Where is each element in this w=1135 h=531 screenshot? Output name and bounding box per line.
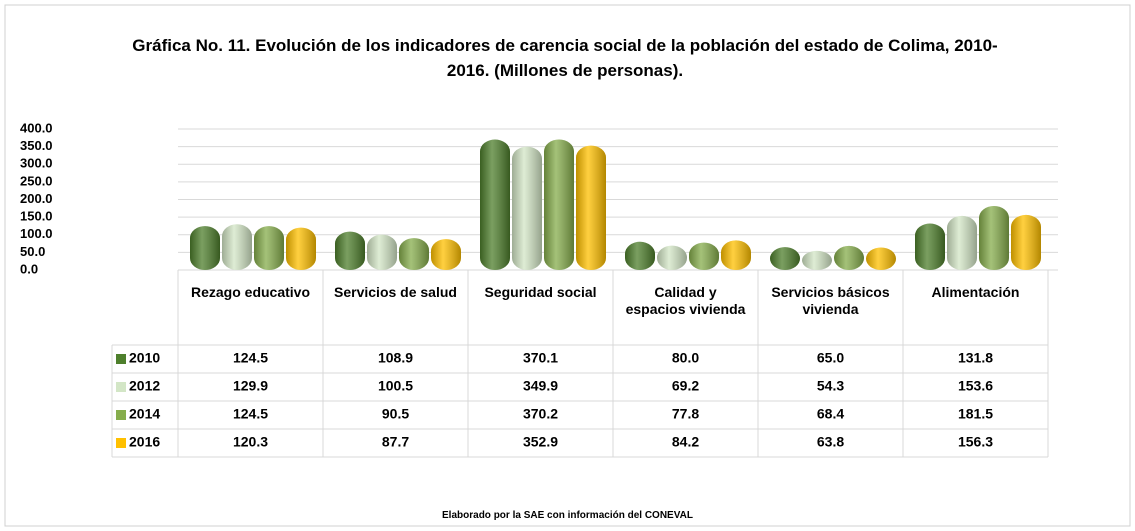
legend-swatch [116, 438, 126, 448]
legend-label: 2010 [129, 350, 160, 366]
bar-shade [979, 206, 1009, 270]
table-value: 131.8 [958, 350, 993, 366]
table-value: 63.8 [817, 434, 844, 450]
bar-shade [544, 139, 574, 270]
table-value: 90.5 [382, 406, 409, 422]
bar-shade [947, 215, 977, 270]
bar-shade [721, 240, 751, 270]
table-value: 349.9 [523, 378, 558, 394]
bar-shade [512, 146, 542, 270]
bar-shade [335, 231, 365, 270]
table-value: 69.2 [672, 378, 699, 394]
category-label: Servicios básicos vivienda [771, 284, 890, 317]
legend-swatch [116, 354, 126, 364]
category-label: Alimentación [931, 284, 1020, 300]
bar-shade [286, 227, 316, 270]
frame [4, 4, 1131, 527]
bar-shade [254, 226, 284, 270]
table-value: 370.2 [523, 406, 558, 422]
chart-title: Gráfica No. 11. Evolución de los indicad… [132, 36, 998, 80]
legend-swatch [116, 410, 126, 420]
table-value: 108.9 [378, 350, 413, 366]
y-tick-label: 0.0 [20, 261, 38, 276]
y-tick-label: 400.0 [20, 120, 53, 135]
table-value: 54.3 [817, 378, 844, 394]
y-tick-label: 50.0 [20, 244, 45, 259]
bar-shade [866, 247, 896, 270]
table-value: 87.7 [382, 434, 409, 450]
y-tick-label: 250.0 [20, 173, 53, 188]
bar-shade [576, 145, 606, 270]
category-label: Servicios de salud [334, 284, 457, 300]
category-label: Seguridad social [484, 284, 597, 300]
table-value: 68.4 [817, 406, 844, 422]
y-tick-label: 150.0 [20, 209, 53, 224]
table-value: 120.3 [233, 434, 268, 450]
bar-shade [689, 242, 719, 270]
bar-shade [367, 234, 397, 270]
bar-shade [480, 139, 510, 270]
bar-shade [431, 239, 461, 270]
legend-swatch [116, 382, 126, 392]
source-note: Elaborado por la SAE con información del… [442, 510, 693, 521]
bar-shade [915, 223, 945, 270]
bar-shade [222, 224, 252, 270]
category-label: Calidad y espacios vivienda [625, 284, 746, 317]
table-value: 124.5 [233, 406, 268, 422]
y-tick-label: 350.0 [20, 138, 53, 153]
category-label: Rezago educativo [190, 284, 311, 300]
bar-shade [802, 250, 832, 270]
bar-shade [834, 245, 864, 270]
legend-label: 2016 [129, 434, 160, 450]
table-value: 84.2 [672, 434, 699, 450]
y-tick-label: 300.0 [20, 156, 53, 171]
y-tick-label: 200.0 [20, 191, 53, 206]
legend-label: 2012 [129, 378, 160, 394]
bar-shade [399, 238, 429, 270]
table-value: 153.6 [958, 378, 993, 394]
table-value: 100.5 [378, 378, 413, 394]
bar-shade [770, 247, 800, 270]
table-value: 156.3 [958, 434, 993, 450]
legend-label: 2014 [129, 406, 160, 422]
bar-shade [657, 245, 687, 270]
bar-shade [1011, 214, 1041, 270]
table-value: 77.8 [672, 406, 699, 422]
table-value: 65.0 [817, 350, 844, 366]
table-value: 80.0 [672, 350, 699, 366]
table-value: 352.9 [523, 434, 558, 450]
table-value: 124.5 [233, 350, 268, 366]
table-value: 181.5 [958, 406, 993, 422]
y-tick-label: 100.0 [20, 226, 53, 241]
table-value: 129.9 [233, 378, 268, 394]
bar-shade [190, 226, 220, 270]
bar-shade [625, 241, 655, 270]
table-value: 370.1 [523, 350, 558, 366]
